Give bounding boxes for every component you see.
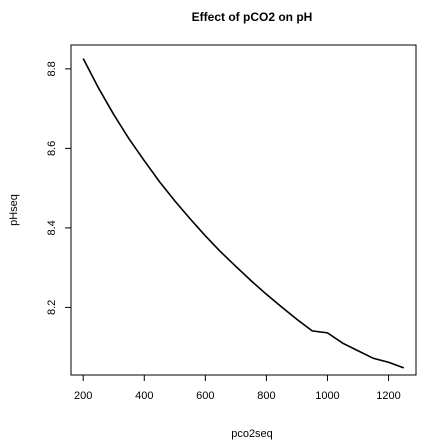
y-axis-label: pHseq: [8, 194, 20, 226]
x-tick-label: 800: [257, 390, 275, 402]
x-axis-label: pco2seq: [231, 428, 273, 440]
y-tick-label: 8.8: [46, 61, 58, 76]
plot-frame: [70, 44, 417, 376]
x-tick-label: 600: [196, 390, 214, 402]
x-tick-label: 400: [135, 390, 153, 402]
y-axis: 8.2 8.4 8.6 8.8: [46, 61, 71, 315]
y-tick-label: 8.2: [46, 300, 58, 315]
chart-title: Effect of pCO2 on pH: [192, 10, 313, 24]
y-tick-label: 8.4: [46, 220, 58, 235]
y-tick-label: 8.6: [46, 141, 58, 156]
x-tick-label: 200: [74, 390, 92, 402]
x-tick-label: 1000: [315, 390, 339, 402]
series-line: [82, 58, 405, 369]
x-tick-label: 1200: [376, 390, 400, 402]
x-axis: 200 400 600 800 1000 1200: [74, 375, 401, 402]
